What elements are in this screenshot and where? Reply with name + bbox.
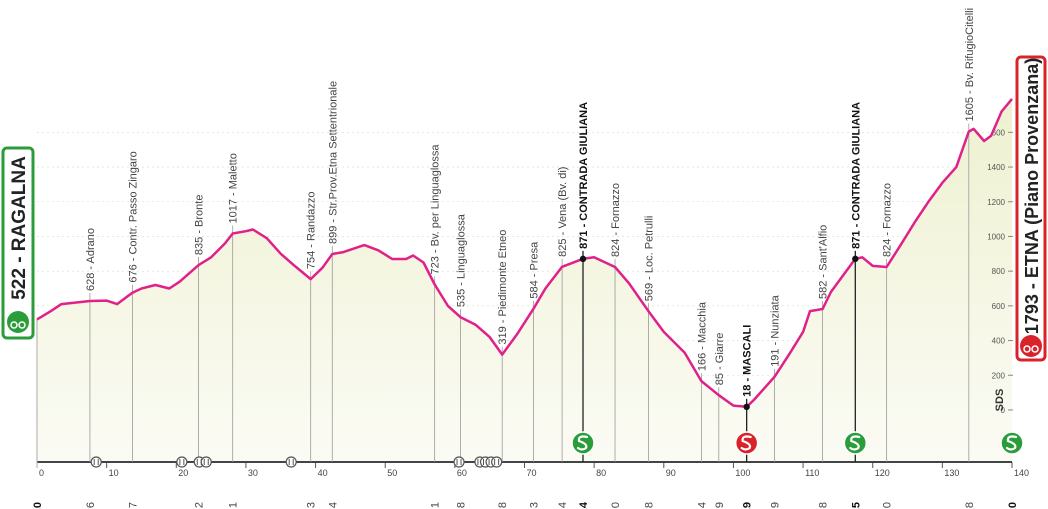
waypoint-label: 85 - Giarre — [714, 333, 726, 386]
waypoint-km: 101.9 — [742, 502, 754, 509]
waypoint-km: 117.5 — [850, 502, 862, 509]
y-tick-label: 400 — [992, 337, 1006, 346]
waypoint-km: 13.7 — [127, 502, 139, 509]
waypoint-label: 628 - Adrano — [85, 228, 97, 291]
y-tick-label: 800 — [992, 267, 1006, 276]
x-tick-label: 100 — [735, 468, 750, 478]
start-box — [1, 146, 35, 340]
waypoint-km: 87.8 — [643, 502, 655, 509]
crossing-icon — [491, 456, 503, 468]
waypoint-label: 535 - Linguaglossa — [455, 213, 467, 307]
waypoint-label: 319 - Piedimonte Etneo — [497, 230, 509, 345]
waypoint-km: 75.4 — [557, 502, 569, 509]
sprint-icon-s — [576, 435, 589, 451]
waypoint-km: 112.8 — [818, 502, 830, 509]
y-tick-label: 0 — [1001, 406, 1006, 415]
crossing-icon — [90, 456, 102, 468]
x-tick-label: 140 — [1014, 468, 1029, 478]
finish-icon-wheel — [1031, 345, 1039, 353]
x-tick-label: 90 — [666, 468, 676, 478]
y-tick-label: 1000 — [987, 232, 1005, 241]
waypoint-label: 899 - Str.Prov.Etna Settentrionale — [327, 81, 339, 244]
waypoint-label: 754 - Randazzo — [306, 191, 318, 269]
y-tick-label: 600 — [992, 302, 1006, 311]
waypoint-km: 28.1 — [228, 502, 240, 509]
y-tick-label: 1200 — [987, 198, 1005, 207]
waypoint-km: 105.9 — [770, 502, 782, 509]
x-tick-label: 20 — [178, 468, 188, 478]
waypoint-label: 584 - Presa — [529, 241, 541, 299]
waypoint-label: 166 - Macchia — [696, 301, 708, 371]
waypoint-label: 871 - CONTRADA GIULIANA — [850, 102, 862, 249]
y-tick-label: 600 — [992, 128, 1006, 137]
profile-line — [36, 98, 1013, 409]
sprint-icon-s — [740, 435, 752, 451]
waypoint-dot — [743, 403, 750, 411]
crossing-icon — [176, 456, 188, 468]
sprint-icon-s — [849, 435, 861, 451]
waypoint-label: 824 - Fornazzo — [610, 183, 622, 257]
finish-icon — [1020, 335, 1042, 357]
waypoint-km: 97.9 — [714, 502, 726, 509]
finish-icon-wheel — [1023, 345, 1031, 353]
waypoint-label: 835 - Bronte — [194, 195, 206, 256]
waypoint-dot — [852, 255, 859, 263]
start-label: 522 - RAGALNA — [9, 156, 30, 300]
x-tick-label: 40 — [318, 468, 328, 478]
endpoint-km: 140.0 — [1007, 502, 1019, 509]
waypoint-km: 95.4 — [696, 502, 708, 509]
crossing-icon — [453, 456, 465, 468]
waypoint-km: 23.2 — [194, 502, 206, 509]
x-tick-label: 130 — [944, 468, 959, 478]
x-tick-label: 70 — [527, 468, 537, 478]
waypoint-label: 723 - Bv. per Linguaglossa — [430, 144, 442, 275]
finish-label: 1793 - ETNA (Piano Provenzana) — [1022, 58, 1042, 334]
start-icon-wheel — [18, 321, 26, 329]
crossing-icon — [285, 456, 297, 468]
x-tick-label: 30 — [248, 468, 258, 478]
waypoint-km: 60.8 — [455, 502, 467, 509]
waypoint-label: 676 - Contr. Passo Zingaro — [127, 151, 139, 282]
waypoint-km: 39.3 — [306, 502, 318, 509]
waypoint-label: 191 - Nunziata — [770, 294, 782, 366]
y-tick-label: 1400 — [987, 163, 1005, 172]
waypoint-label: 1017 - Maletto — [228, 153, 240, 223]
x-tick-label: 110 — [805, 468, 819, 478]
waypoint-km: 7.6 — [85, 502, 97, 509]
sprint-icon-s — [1005, 435, 1018, 451]
waypoint-label: 824 - Fornazzo — [882, 183, 894, 257]
x-tick-label: 0 — [39, 468, 44, 478]
crossing-icon — [200, 456, 212, 468]
x-tick-label: 50 — [387, 468, 397, 478]
waypoint-label: 1605 - Bv. RifugioCitelli — [964, 8, 976, 122]
endpoint-km: 0.0 — [32, 502, 44, 509]
logo: SDS — [994, 389, 1006, 412]
y-tick-label: 200 — [992, 371, 1006, 380]
waypoint-km: 122.0 — [882, 502, 894, 509]
waypoint-km: 42.4 — [327, 502, 339, 509]
waypoint-label: 18 - MASCALI — [742, 325, 754, 397]
waypoint-km: 66.8 — [497, 502, 509, 509]
waypoint-label: 582 - Sant'Alfio — [818, 225, 830, 299]
start-icon — [7, 311, 29, 333]
start-icon-wheel — [10, 321, 18, 329]
waypoint-dot — [579, 255, 587, 263]
x-tick-label: 120 — [875, 468, 890, 478]
waypoint-km: 71.3 — [529, 502, 541, 509]
finish-box — [1015, 55, 1047, 362]
waypoint-km: 78.4 — [578, 501, 590, 509]
waypoint-label: 871 - CONTRADA GIULIANA — [578, 102, 590, 249]
waypoint-km: 133.8 — [964, 502, 976, 509]
waypoint-label: 825 - Vena (Bv. di) — [557, 167, 569, 257]
profile-area — [37, 98, 1012, 463]
waypoint-km: 83.0 — [610, 502, 622, 509]
x-tick-label: 60 — [457, 468, 467, 478]
waypoint-km: 57.1 — [430, 502, 442, 509]
waypoint-label: 569 - Loc. Petrulli — [643, 216, 655, 302]
x-tick-label: 10 — [109, 468, 119, 478]
x-tick-label: 80 — [596, 468, 606, 478]
